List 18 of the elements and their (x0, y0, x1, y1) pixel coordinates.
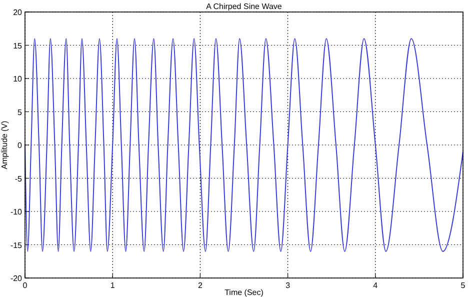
y-tick-label: 15 (13, 41, 23, 50)
y-tick-label: -20 (10, 274, 23, 283)
y-tick-label: 5 (18, 108, 23, 117)
x-tick-label: 5 (460, 281, 466, 290)
y-tick-label: -5 (14, 174, 23, 184)
line-series (24, 38, 464, 252)
x-tick-label: 1 (110, 281, 116, 290)
y-tick-label: 20 (13, 8, 23, 17)
x-tick-label: 3 (286, 281, 291, 290)
y-tick-label: -15 (10, 240, 23, 250)
y-axis-title: Amplitude (V) (0, 120, 9, 170)
y-tick-label: 0 (18, 141, 23, 150)
x-axis-title: Time (Sec) (224, 288, 264, 297)
chart-title: A Chirped Sine Wave (206, 2, 282, 11)
y-tick-label: 10 (13, 74, 23, 84)
y-tick-label: -10 (10, 208, 23, 216)
x-tick-label: 2 (198, 281, 203, 290)
x-tick-label: 4 (373, 281, 378, 290)
